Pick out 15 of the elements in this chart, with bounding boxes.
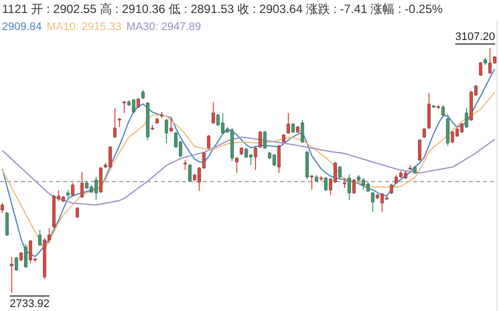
candlestick — [113, 107, 117, 138]
candlestick — [418, 138, 422, 162]
text: 3107.20 — [455, 31, 495, 43]
candlestick — [0, 202, 4, 214]
chart-title: 1121 开 : 2902.55 高 : 2910.36 低 : 2891.53 收 : 2903.64 涨跌 : -7.41 涨幅 : -0.25% — [2, 2, 444, 16]
candlestick — [76, 206, 80, 218]
candlestick — [184, 159, 187, 171]
candlestick — [206, 134, 210, 150]
candlestick — [390, 183, 394, 194]
candlestick — [422, 128, 426, 138]
candlestick — [5, 212, 9, 236]
text: 2733.92 — [10, 298, 50, 310]
text: 2909.84 — [2, 21, 42, 33]
text: MA10: 2915.33 — [46, 21, 122, 33]
text: MA30: 2947.89 — [126, 21, 202, 33]
